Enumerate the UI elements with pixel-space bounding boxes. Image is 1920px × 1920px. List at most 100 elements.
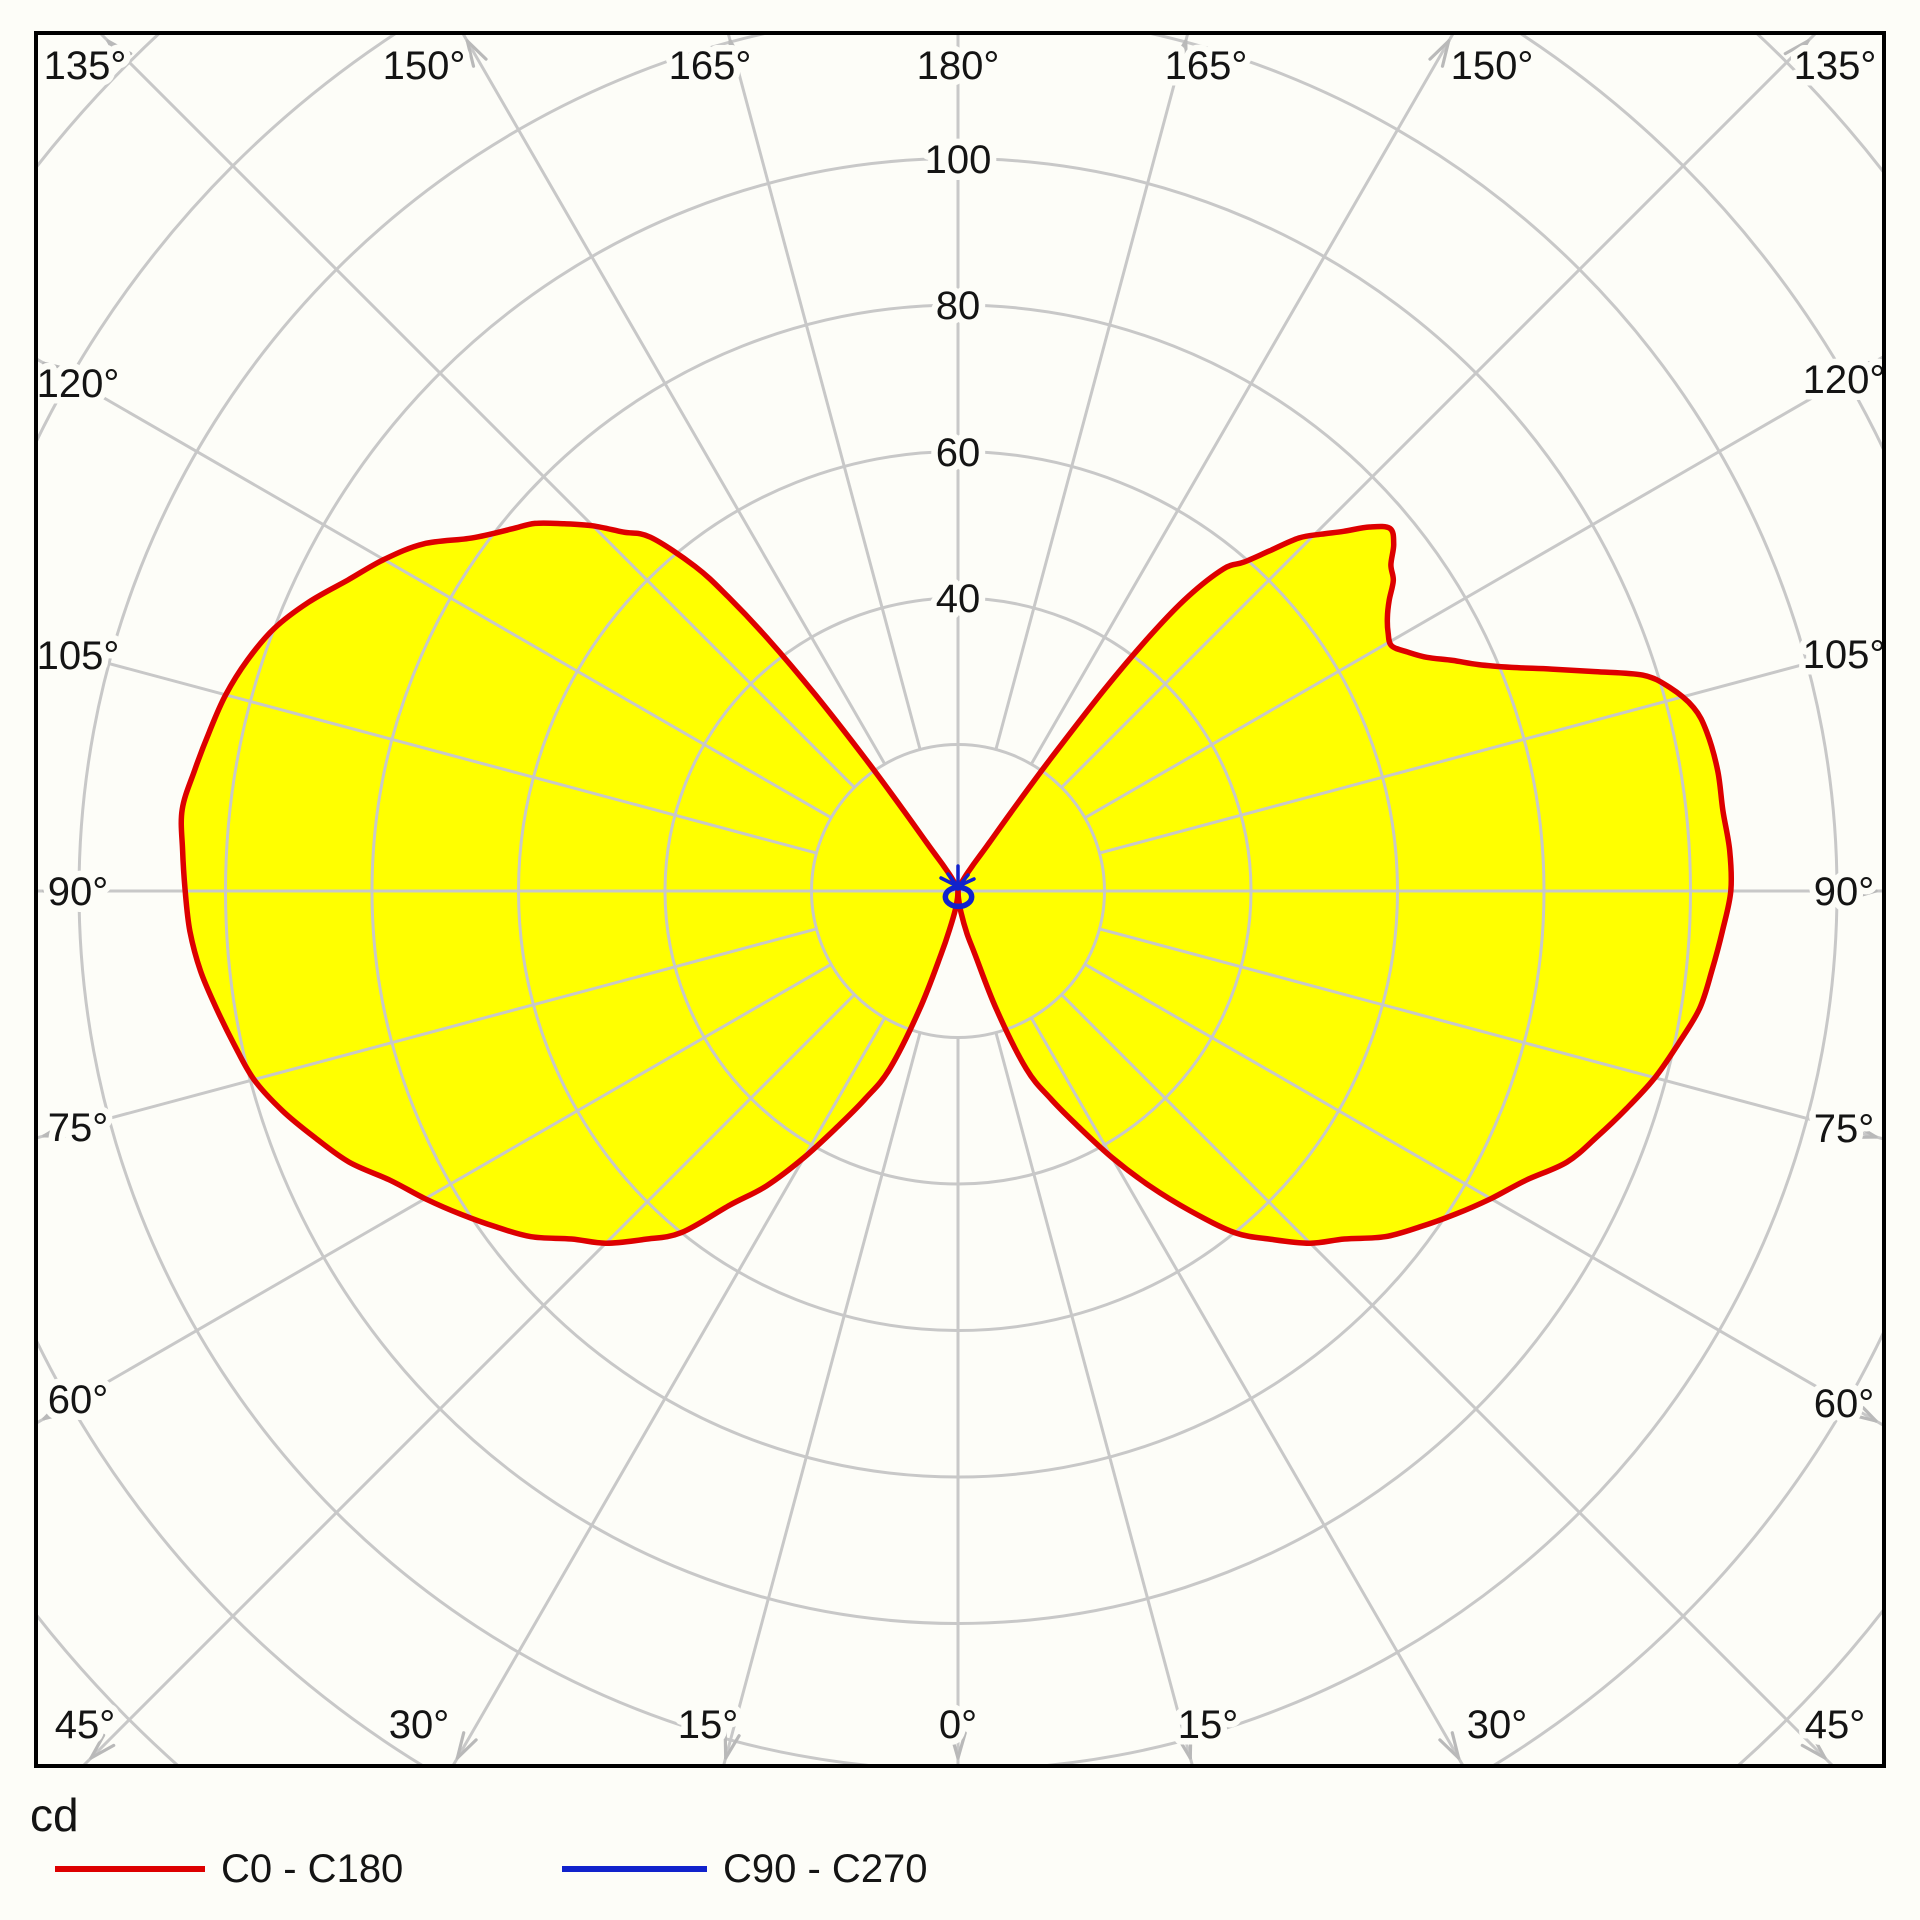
grid-spoke-150	[1030, 33, 1455, 765]
angle-label-165: 165°	[1165, 44, 1248, 88]
radial-tick-label-80: 80	[936, 284, 981, 328]
spoke-arrowhead	[1783, 39, 1810, 56]
angle-label-120: 120°	[1803, 358, 1886, 402]
spoke-arrowhead	[42, 644, 68, 662]
spoke-arrowhead	[1440, 39, 1451, 68]
grid-spoke-165	[994, 33, 1190, 750]
angle-label-300: 60°	[48, 1378, 109, 1422]
spoke-arrowhead	[1849, 359, 1878, 369]
spoke-arrowhead	[42, 644, 72, 648]
spoke-arrowhead	[1793, 39, 1810, 66]
spoke-arrowhead	[42, 889, 71, 900]
spoke-arrowhead	[956, 1731, 967, 1760]
spoke-arrowhead	[42, 361, 64, 384]
grid-spoke-210	[461, 33, 887, 765]
spoke-arrowhead	[723, 1730, 728, 1760]
spoke-arrowhead	[1175, 1734, 1192, 1760]
legend-unit-label: cd	[30, 1789, 79, 1841]
grid-spoke-60	[1084, 963, 1884, 1427]
spoke-arrowhead	[455, 1731, 466, 1760]
spoke-arrowhead	[1856, 359, 1878, 382]
spoke-arrowhead	[1810, 1733, 1827, 1760]
angle-label-105: 105°	[1803, 633, 1886, 677]
angle-label-195: 165°	[669, 44, 752, 88]
spoke-arrowhead	[724, 1734, 741, 1760]
spoke-arrowhead	[42, 1410, 71, 1421]
legend-swatch-c0-c180	[55, 1866, 205, 1872]
radial-tick-label-100: 100	[925, 138, 992, 182]
spoke-arrowhead	[42, 1134, 72, 1138]
grid-spoke-225	[98, 33, 856, 789]
grid-spoke-195	[726, 33, 922, 750]
angle-label-270: 90°	[48, 870, 109, 914]
spoke-arrowhead	[1849, 882, 1878, 893]
grid-spoke-75	[1099, 927, 1884, 1141]
legend-swatch-c90-c270	[562, 1866, 707, 1872]
grid-spoke-285	[36, 927, 817, 1140]
spoke-arrowhead	[1438, 1738, 1461, 1760]
angle-label-285: 75°	[48, 1106, 109, 1150]
angle-label-90: 90°	[1814, 870, 1875, 914]
spoke-arrowhead	[42, 1398, 64, 1421]
angle-label-0: 0°	[939, 1703, 977, 1747]
spoke-arrowhead	[465, 39, 476, 68]
angle-label-225: 135°	[44, 44, 127, 88]
angle-label-330: 30°	[389, 1703, 450, 1747]
curve-c180-left-lobe	[178, 520, 961, 1246]
angle-label-180: 180°	[917, 44, 1000, 88]
angle-label-240: 120°	[37, 362, 120, 406]
grid-spoke-105	[1099, 641, 1884, 855]
grid-spoke-315	[81, 993, 856, 1766]
spoke-arrowheads	[42, 39, 1878, 1760]
spoke-arrowhead	[42, 1120, 68, 1138]
spoke-arrowhead	[728, 39, 746, 65]
angle-label-315: 45°	[55, 1703, 116, 1747]
curve-c90-c270-burst	[939, 864, 976, 891]
spoke-arrowhead	[1170, 39, 1188, 65]
grid-spoke-120	[1084, 355, 1884, 820]
angle-label-75: 75°	[1814, 1107, 1875, 1151]
legend-label-c90-c270: C90 - C270	[723, 1847, 928, 1891]
spoke-arrowhead	[1849, 889, 1878, 900]
radial-tick-label-60: 60	[936, 431, 981, 475]
angle-label-255: 105°	[37, 634, 120, 678]
grid-spoke-240	[36, 357, 832, 819]
grid-spoke-135	[1060, 33, 1818, 789]
grid-spoke-330	[451, 1017, 886, 1766]
radial-tick-label-40: 40	[936, 577, 981, 621]
spoke-arrowhead	[89, 1733, 106, 1760]
spoke-arrowhead	[42, 361, 71, 372]
chart-frame	[34, 31, 1886, 1768]
intensity-fill-area	[181, 523, 1732, 1244]
angle-label-30: 30°	[1467, 1703, 1528, 1747]
angle-label-60: 60°	[1814, 1382, 1875, 1426]
spoke-arrowhead	[465, 39, 488, 61]
spoke-arrowhead	[1852, 643, 1878, 660]
angle-label-210: 150°	[383, 44, 466, 88]
grid-spoke-255	[36, 642, 817, 855]
spoke-arrowhead	[949, 1731, 960, 1760]
angle-label-150: 150°	[1451, 44, 1534, 88]
angle-label-45: 45°	[1805, 1703, 1866, 1747]
spoke-arrowhead	[455, 1738, 478, 1760]
grid-spoke-300	[36, 963, 832, 1425]
curve-c0-right-lobe	[955, 523, 1735, 1246]
spoke-arrowhead	[106, 39, 123, 66]
spoke-arrowhead	[106, 39, 133, 56]
grid-spoke-345	[722, 1032, 922, 1766]
spoke-arrowhead	[1852, 1122, 1878, 1139]
spoke-arrowhead	[1849, 1413, 1878, 1423]
spoke-arrowhead	[1450, 1731, 1461, 1760]
angle-label-15: 15°	[1178, 1703, 1239, 1747]
spoke-arrowhead	[42, 882, 71, 893]
spoke-arrowhead	[1856, 1400, 1878, 1423]
grid-spoke-45	[1060, 993, 1835, 1766]
spoke-arrowhead	[89, 1743, 116, 1760]
legend-label-c0-c180: C0 - C180	[221, 1847, 404, 1891]
angle-label-345: 15°	[678, 1703, 739, 1747]
spoke-arrowhead	[1800, 1743, 1827, 1760]
spoke-arrowhead	[1188, 1730, 1193, 1760]
